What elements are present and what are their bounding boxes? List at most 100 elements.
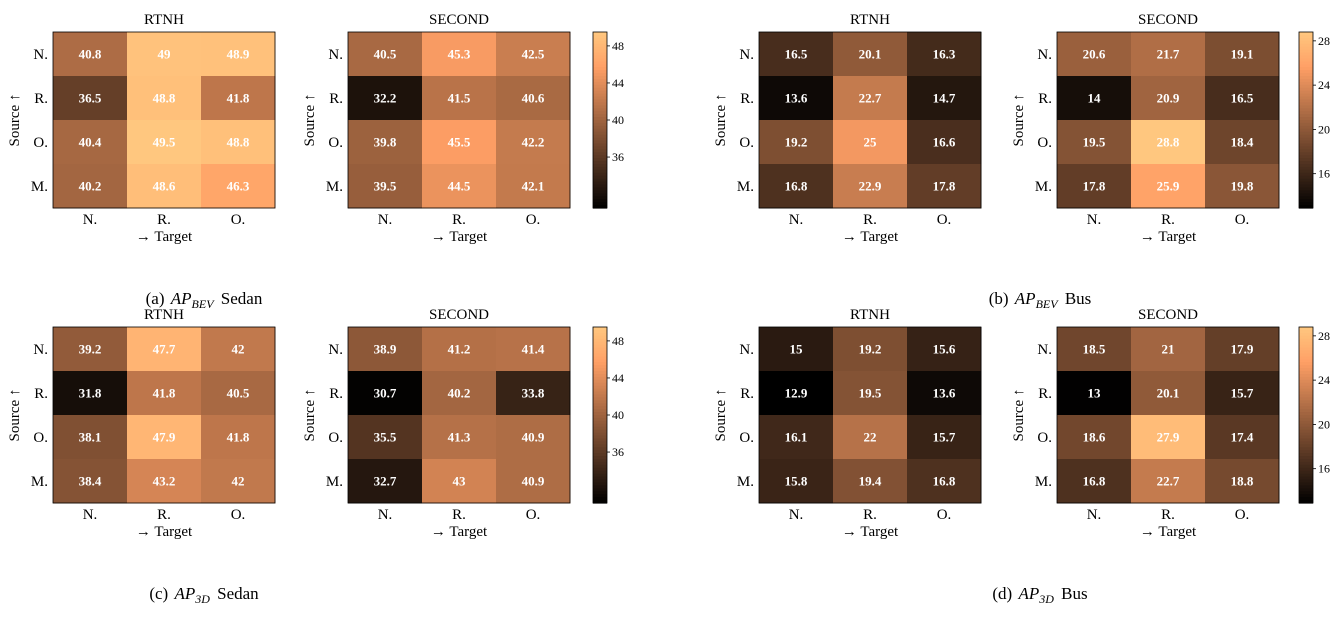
heatmap-cell <box>1131 32 1206 77</box>
heatmap-cell <box>1205 164 1280 209</box>
heatmap-title: RTNH <box>850 12 890 28</box>
x-axis-label: → Target <box>1140 229 1197 245</box>
colorbar-segment <box>1299 125 1313 130</box>
heatmap-c-second: SECOND 38.9 41.2 41.4 30.7 40.2 33.8 35.5 41.3 40… <box>302 307 571 540</box>
heatmap-cell <box>833 459 908 504</box>
colorbar-tick-label: 24 <box>1318 373 1330 387</box>
y-tick-label: M. <box>31 179 48 195</box>
x-tick-label: N. <box>789 212 804 228</box>
colorbar-tick-label: 40 <box>612 408 624 422</box>
colorbar-segment <box>593 382 607 387</box>
colorbar-segment <box>1299 406 1313 410</box>
colorbar-segment <box>593 412 607 416</box>
colorbar-segment <box>593 441 607 445</box>
cell-value-label: 19.2 <box>859 342 882 357</box>
colorbar-frame <box>1298 326 1314 504</box>
colorbar-segment <box>1299 64 1313 68</box>
colorbar-segment <box>593 32 607 36</box>
colorbar-segment <box>593 376 607 381</box>
colorbar-segment <box>1299 172 1313 177</box>
caption-metric: AP <box>1014 289 1036 308</box>
cell-value-label: 15 <box>790 342 804 357</box>
colorbar-segment <box>593 46 607 51</box>
cell-value-label: 20.9 <box>1157 91 1180 106</box>
colorbar-segment <box>593 37 607 42</box>
cell-value-label: 18.8 <box>1231 474 1254 489</box>
cell-value-label: 22 <box>864 430 877 445</box>
colorbar-segment <box>1299 329 1313 334</box>
heatmap-cell <box>833 76 908 121</box>
y-tick-label: N. <box>328 47 343 63</box>
heatmap-cell <box>496 371 571 416</box>
colorbar-segment <box>593 406 607 410</box>
heatmap-cell <box>496 327 571 372</box>
heatmap-title: SECOND <box>1138 12 1198 28</box>
heatmap-cell <box>422 32 497 77</box>
colorbar-segment <box>593 335 607 340</box>
colorbar-segment <box>593 161 607 165</box>
heatmap-title: RTNH <box>144 12 184 28</box>
colorbar-segment <box>593 356 607 360</box>
colorbar-segment <box>1299 376 1313 381</box>
colorbar-segment <box>593 426 607 431</box>
x-tick-label: N. <box>378 507 393 523</box>
y-tick-label: O. <box>739 430 754 446</box>
colorbar-segment <box>593 365 607 369</box>
heatmap-cell <box>127 415 202 460</box>
cell-value-label: 40.5 <box>374 47 397 62</box>
colorbar-segment <box>593 435 607 440</box>
cell-value-label: 18.6 <box>1083 430 1106 445</box>
colorbar-segment <box>593 76 607 80</box>
caption-suffix: Bus <box>1061 289 1092 308</box>
heatmap-cell <box>1057 120 1132 165</box>
colorbar-segment <box>1299 438 1313 442</box>
cell-value-label: 41.8 <box>227 91 250 106</box>
colorbar-segment <box>593 164 607 168</box>
colorbar-segment <box>593 134 607 139</box>
cell-value-label: 42.1 <box>522 179 545 194</box>
colorbar-segment <box>593 415 607 419</box>
x-tick-label: O. <box>526 212 541 228</box>
colorbar-segment <box>1299 90 1313 95</box>
colorbar-tick-label: 36 <box>612 445 624 459</box>
colorbar-segment <box>1299 382 1313 387</box>
heatmap-cell <box>833 327 908 372</box>
colorbar-segment <box>593 353 607 357</box>
cell-value-label: 40.8 <box>79 47 102 62</box>
colorbar-segment <box>1299 175 1313 180</box>
heatmap-cell <box>1057 76 1132 121</box>
cell-value-label: 15.7 <box>1231 386 1254 401</box>
heatmap-cell <box>759 164 834 209</box>
colorbar-segment <box>593 55 607 59</box>
colorbar-segment <box>593 73 607 77</box>
cell-value-label: 16.8 <box>933 474 956 489</box>
heatmap-cell <box>127 76 202 121</box>
cell-value-label: 15.6 <box>933 342 956 357</box>
colorbar-segment <box>593 117 607 121</box>
colorbar-segment <box>593 190 607 194</box>
colorbar-segment <box>593 140 607 145</box>
colorbar-segment <box>1299 199 1313 203</box>
heatmap-cell <box>1131 459 1206 504</box>
cell-value-label: 22.7 <box>859 91 882 106</box>
cell-value-label: 15.7 <box>933 430 956 445</box>
colorbar-segment <box>1299 161 1313 165</box>
heatmap-cell <box>422 76 497 121</box>
colorbar-segment <box>593 500 607 504</box>
colorbar-segment <box>1299 464 1313 469</box>
y-tick-label: O. <box>1037 135 1052 151</box>
colorbar-tick-label: 16 <box>1318 462 1330 476</box>
colorbar-segment <box>593 52 607 57</box>
colorbar-segment <box>593 394 607 398</box>
colorbar-segment <box>593 120 607 124</box>
cell-value-label: 48.8 <box>153 91 176 106</box>
colorbar-segment <box>1299 149 1313 153</box>
heatmap-cell <box>422 371 497 416</box>
colorbar-segment <box>1299 120 1313 124</box>
cell-value-label: 14.7 <box>933 91 956 106</box>
colorbar-segment <box>1299 400 1313 404</box>
x-axis-label: → Target <box>431 524 488 540</box>
heatmap-cell <box>1131 120 1206 165</box>
colorbar-segment <box>1299 500 1313 504</box>
colorbar-segment <box>593 444 607 448</box>
